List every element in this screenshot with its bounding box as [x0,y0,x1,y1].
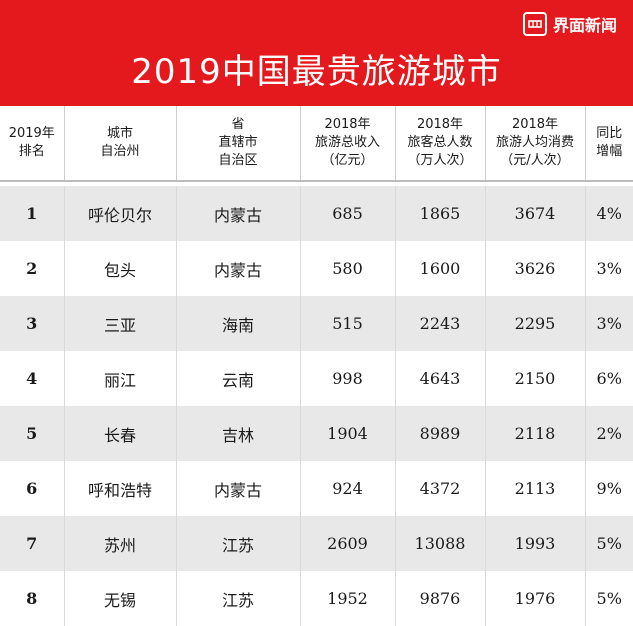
rank-cell: 8 [0,571,65,626]
table-row: 3 三亚 海南 515 2243 2295 3% [0,296,633,351]
growth-cell: 3% [596,259,622,278]
table-row: 6 呼和浩特 内蒙古 924 4372 2113 9% [0,461,633,516]
rank-cell: 4 [0,351,65,406]
city-cell: 包头 [64,241,177,296]
income-cell: 1952 [300,571,396,626]
header-income: 2018年 旅游总收入 （亿元） [300,106,396,181]
growth-cell: 3% [585,296,633,351]
per-capita-cell: 2113 [485,461,586,516]
income-cell: 685 [300,186,396,241]
table-row: 5 长春 吉林 1904 8989 2118 2% [0,406,633,461]
growth-cell: 9% [596,479,622,498]
visitors-cell: 8989 [395,406,486,461]
province-cell: 内蒙古 [176,241,301,296]
visitors-cell: 4643 [395,351,486,406]
city-cell: 呼伦贝尔 [64,186,177,241]
header-province: 省 直辖市 自治区 [176,106,301,181]
header-city: 城市 自治州 [64,106,177,181]
income-cell: 580 [300,241,396,296]
jiemian-logo-icon [522,12,547,36]
city-cell: 苏州 [64,516,177,571]
income-cell: 998 [300,351,396,406]
visitors-cell: 4372 [395,461,486,516]
table-row: 1 呼伦贝尔 内蒙古 685 1865 3674 4% [0,186,633,241]
city-cell: 呼和浩特 [64,461,177,516]
ranking-table: 2019年 排名 城市 自治州 省 直辖市 自治区 2018年 旅游总收入 （亿… [0,106,633,626]
visitors-cell: 9876 [395,571,486,626]
rank-cell: 1 [0,186,65,241]
brand-name: 界面新闻 [552,16,617,35]
header-row: 2019年 排名 城市 自治州 省 直辖市 自治区 2018年 旅游总收入 （亿… [0,106,633,181]
income-cell: 515 [300,296,396,351]
growth-cell: 4% [585,186,633,241]
income-cell: 2609 [300,516,396,571]
per-capita-cell: 1976 [485,571,586,626]
rank-cell: 2 [0,241,65,296]
growth-cell: 2% [585,406,633,461]
province-cell: 江苏 [176,571,301,626]
title-banner: 界面新闻 2019中国最贵旅游城市 [0,0,633,106]
province-cell: 云南 [176,351,301,406]
rank-cell: 5 [0,406,65,461]
per-capita-cell: 1993 [485,516,586,571]
per-capita-cell: 3674 [485,186,586,241]
table-row: 8 无锡 江苏 1952 9876 1976 5% [0,571,633,626]
header-growth: 同比 增幅 [596,126,623,159]
province-cell: 内蒙古 [176,186,301,241]
growth-cell: 6% [596,369,622,388]
city-cell: 三亚 [64,296,177,351]
income-cell: 1904 [300,406,396,461]
growth-cell: 5% [596,589,622,608]
table-row: 4 丽江 云南 998 4643 2150 6% [0,351,633,406]
province-cell: 吉林 [176,406,301,461]
rank-cell: 6 [0,461,65,516]
province-cell: 内蒙古 [176,461,301,516]
visitors-cell: 13088 [395,516,486,571]
header-visitors: 2018年 旅客总人数 （万人次） [395,106,486,181]
visitors-cell: 1600 [395,241,486,296]
rank-cell: 7 [0,516,65,571]
rank-cell: 3 [0,296,65,351]
per-capita-cell: 3626 [485,241,586,296]
growth-cell: 5% [585,516,633,571]
per-capita-cell: 2150 [485,351,586,406]
brand: 界面新闻 [522,12,617,36]
table-row: 7 苏州 江苏 2609 13088 1993 5% [0,516,633,571]
per-capita-cell: 2118 [485,406,586,461]
per-capita-cell: 2295 [485,296,586,351]
visitors-cell: 1865 [395,186,486,241]
province-cell: 海南 [176,296,301,351]
province-cell: 江苏 [176,516,301,571]
income-cell: 924 [300,461,396,516]
city-cell: 长春 [64,406,177,461]
header-rank: 2019年 排名 [0,106,65,181]
city-cell: 丽江 [64,351,177,406]
page-title: 2019中国最贵旅游城市 [131,52,502,92]
visitors-cell: 2243 [395,296,486,351]
table-row: 2 包头 内蒙古 580 1600 3626 3% [0,241,633,296]
header-per-capita: 2018年 旅游人均消费 （元/人次） [485,106,586,181]
city-cell: 无锡 [64,571,177,626]
